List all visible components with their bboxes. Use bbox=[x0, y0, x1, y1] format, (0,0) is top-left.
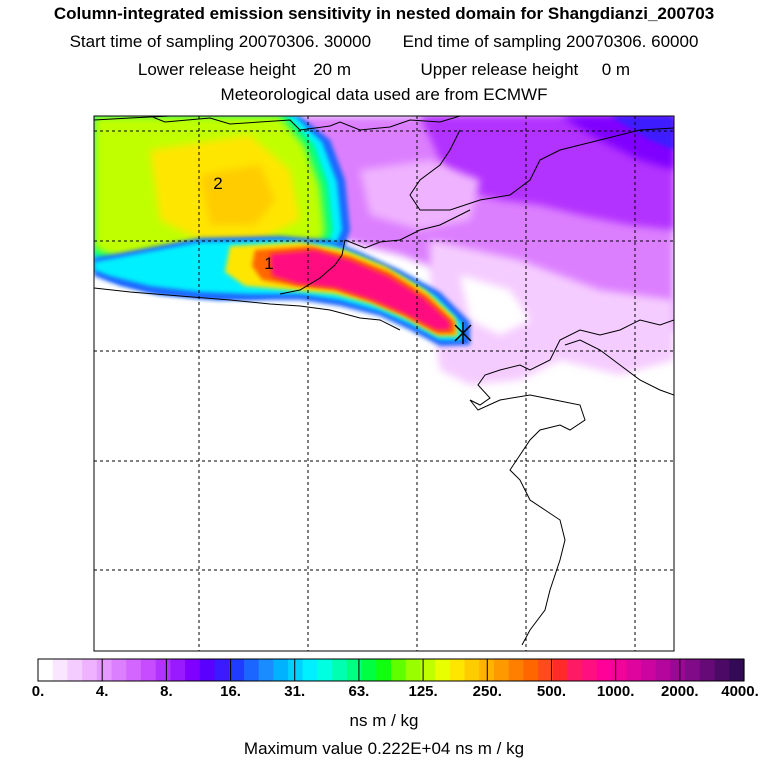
met-data-note: Meteorological data used are from ECMWF bbox=[220, 85, 548, 104]
colorbar-tick-label: 4000. bbox=[721, 683, 759, 700]
colorbar-cell bbox=[552, 659, 569, 681]
colorbar-cell bbox=[508, 659, 524, 681]
border-mongolia bbox=[409, 127, 674, 211]
colorbar-cell bbox=[243, 659, 260, 681]
colorbar-tick-label: 250. bbox=[472, 683, 502, 700]
colorbar-cell bbox=[199, 659, 216, 681]
colorbar-cell bbox=[538, 659, 554, 681]
colorbar-cell bbox=[126, 659, 142, 681]
map-frame bbox=[93, 115, 675, 652]
colorbar-cell bbox=[435, 659, 451, 681]
colorbar-tick-label: 1000. bbox=[596, 683, 635, 700]
colorbar-cell bbox=[493, 659, 510, 681]
border-north bbox=[94, 116, 461, 131]
colorbar-tick-label: 0. bbox=[31, 683, 45, 700]
colorbar-cell bbox=[38, 659, 54, 681]
colorbar-cell bbox=[288, 659, 304, 681]
upper-height-value: 0 m bbox=[601, 60, 631, 79]
colorbar-cell bbox=[258, 659, 274, 681]
colorbar-cell bbox=[140, 659, 157, 681]
colorbar-cell bbox=[420, 659, 436, 681]
colorbar-cell bbox=[332, 659, 348, 681]
sampling-time-line: Start time of sampling 20070306. 30000 E… bbox=[0, 32, 768, 52]
field-level-16 bbox=[610, 116, 674, 150]
colorbar-cell bbox=[214, 659, 230, 681]
coast-bohai bbox=[469, 319, 674, 406]
colorbar-cell bbox=[464, 659, 480, 681]
colorbar-cell bbox=[567, 659, 583, 681]
release-height-line: Lower release height 20 m Upper release … bbox=[0, 60, 768, 80]
maximum-value: Maximum value 0.222E+04 ns m / kg bbox=[243, 739, 525, 758]
coast-korea bbox=[564, 339, 674, 396]
colorbar-cell bbox=[405, 659, 422, 681]
colorbar-cell bbox=[67, 659, 83, 681]
colorbar-tick-label: 31. bbox=[284, 683, 306, 700]
lower-height-value: 20 m bbox=[313, 60, 351, 79]
colorbar-cell bbox=[170, 659, 186, 681]
border-plume bbox=[279, 239, 346, 295]
grid-lines bbox=[94, 116, 674, 651]
border-inner bbox=[344, 209, 471, 249]
field-level-2 bbox=[430, 240, 674, 385]
colorbar-cell bbox=[52, 659, 69, 681]
colorbar-cell bbox=[361, 659, 377, 681]
colorbar-frame bbox=[37, 658, 745, 682]
colorbar-cell bbox=[596, 659, 613, 681]
contour-label-2: 2 bbox=[213, 174, 222, 193]
colorbar-cell bbox=[685, 659, 701, 681]
colorbar-cell bbox=[611, 659, 627, 681]
colorbar-tick-label: 8. bbox=[160, 683, 173, 700]
colorbar-cell bbox=[302, 659, 319, 681]
colorbar-tick-label: 63. bbox=[348, 683, 370, 700]
colorbar-cell bbox=[96, 659, 113, 681]
colorbar-cell bbox=[714, 659, 730, 681]
colorbar-cell bbox=[641, 659, 657, 681]
colorbar-cell bbox=[449, 659, 466, 681]
end-time-label: End time of sampling bbox=[402, 32, 562, 51]
colorbar-cell bbox=[391, 659, 407, 681]
colorbar-cell bbox=[729, 659, 745, 681]
colorbar-tick-label: 125. bbox=[408, 683, 438, 700]
colorbar-cell bbox=[626, 659, 642, 681]
colorbar-cell bbox=[655, 659, 672, 681]
border-west bbox=[94, 287, 401, 331]
field-level-0 bbox=[460, 275, 530, 335]
colorbar-cell bbox=[699, 659, 716, 681]
start-time-value: 20070306. 30000 bbox=[238, 32, 372, 51]
colorbar-cell bbox=[185, 659, 201, 681]
colorbar-tick-label: 16. bbox=[220, 683, 241, 700]
contour-label-1: 1 bbox=[264, 254, 273, 273]
colorbar-cell bbox=[273, 659, 289, 681]
colorbar-cell bbox=[317, 659, 333, 681]
lower-height-label: Lower release height bbox=[137, 60, 296, 79]
end-time-value: 20070306. 60000 bbox=[566, 32, 699, 51]
plume-level-400 bbox=[200, 165, 275, 225]
colorbar-tick-label: 4. bbox=[95, 683, 109, 700]
colorbar-cell bbox=[523, 659, 539, 681]
colorbar-cell bbox=[229, 659, 245, 681]
colorbar-cells bbox=[38, 659, 745, 681]
upper-height-label: Upper release height bbox=[420, 60, 579, 79]
colorbar-units: ns m / kg bbox=[349, 711, 419, 730]
colorbar-cell bbox=[155, 659, 171, 681]
colorbar-cell bbox=[582, 659, 598, 681]
colorbar-tick-label: 500. bbox=[536, 683, 567, 700]
x-icon bbox=[454, 322, 472, 344]
start-time-label: Start time of sampling bbox=[69, 32, 234, 51]
colorbar-cell bbox=[670, 659, 686, 681]
chart-title: Column-integrated emission sensitivity i… bbox=[53, 4, 715, 23]
colorbar-cell bbox=[111, 659, 127, 681]
colorbar-tick-label: 2000. bbox=[661, 683, 699, 700]
colorbar-cell bbox=[346, 659, 363, 681]
field-level-4 bbox=[360, 160, 480, 230]
colorbar-cell bbox=[82, 659, 98, 681]
colorbar-cell bbox=[376, 659, 392, 681]
streak-level-1500 bbox=[270, 250, 450, 330]
colorbar-dividers bbox=[101, 659, 681, 681]
sensitivity-field bbox=[94, 116, 674, 385]
